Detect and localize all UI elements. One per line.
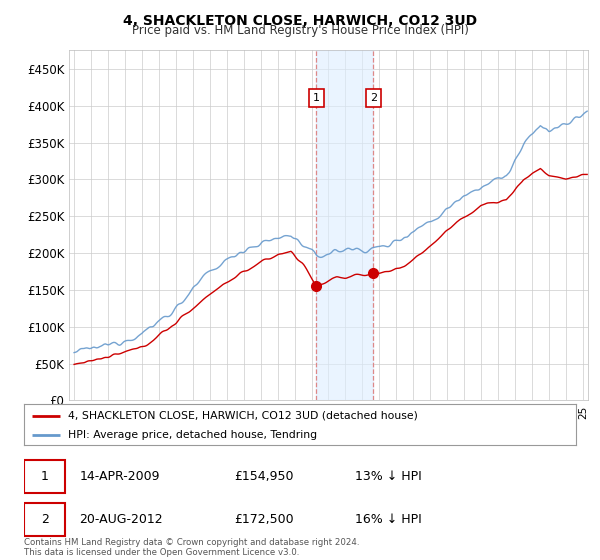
- Text: 2: 2: [370, 94, 377, 103]
- Text: 1: 1: [313, 94, 320, 103]
- Text: £172,500: £172,500: [234, 513, 293, 526]
- Text: 2: 2: [41, 513, 49, 526]
- Text: 1: 1: [41, 470, 49, 483]
- Text: 20-AUG-2012: 20-AUG-2012: [79, 513, 163, 526]
- Text: 16% ↓ HPI: 16% ↓ HPI: [355, 513, 422, 526]
- FancyBboxPatch shape: [24, 503, 65, 536]
- Text: 4, SHACKLETON CLOSE, HARWICH, CO12 3UD (detached house): 4, SHACKLETON CLOSE, HARWICH, CO12 3UD (…: [68, 411, 418, 421]
- Text: 14-APR-2009: 14-APR-2009: [79, 470, 160, 483]
- Text: £154,950: £154,950: [234, 470, 293, 483]
- Text: 13% ↓ HPI: 13% ↓ HPI: [355, 470, 422, 483]
- Bar: [316, 50, 373, 400]
- FancyBboxPatch shape: [24, 460, 65, 493]
- Text: Contains HM Land Registry data © Crown copyright and database right 2024.
This d: Contains HM Land Registry data © Crown c…: [24, 538, 359, 557]
- Text: Price paid vs. HM Land Registry's House Price Index (HPI): Price paid vs. HM Land Registry's House …: [131, 24, 469, 37]
- Text: 4, SHACKLETON CLOSE, HARWICH, CO12 3UD: 4, SHACKLETON CLOSE, HARWICH, CO12 3UD: [123, 14, 477, 28]
- Text: HPI: Average price, detached house, Tendring: HPI: Average price, detached house, Tend…: [68, 430, 317, 440]
